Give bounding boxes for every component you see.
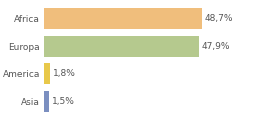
Bar — [44, 36, 199, 57]
Text: 1,5%: 1,5% — [52, 97, 75, 106]
Text: 1,8%: 1,8% — [53, 69, 76, 78]
Text: 48,7%: 48,7% — [204, 14, 233, 23]
Bar — [44, 91, 49, 112]
Text: 47,9%: 47,9% — [202, 42, 230, 51]
Bar — [44, 63, 50, 84]
Bar — [44, 8, 202, 29]
